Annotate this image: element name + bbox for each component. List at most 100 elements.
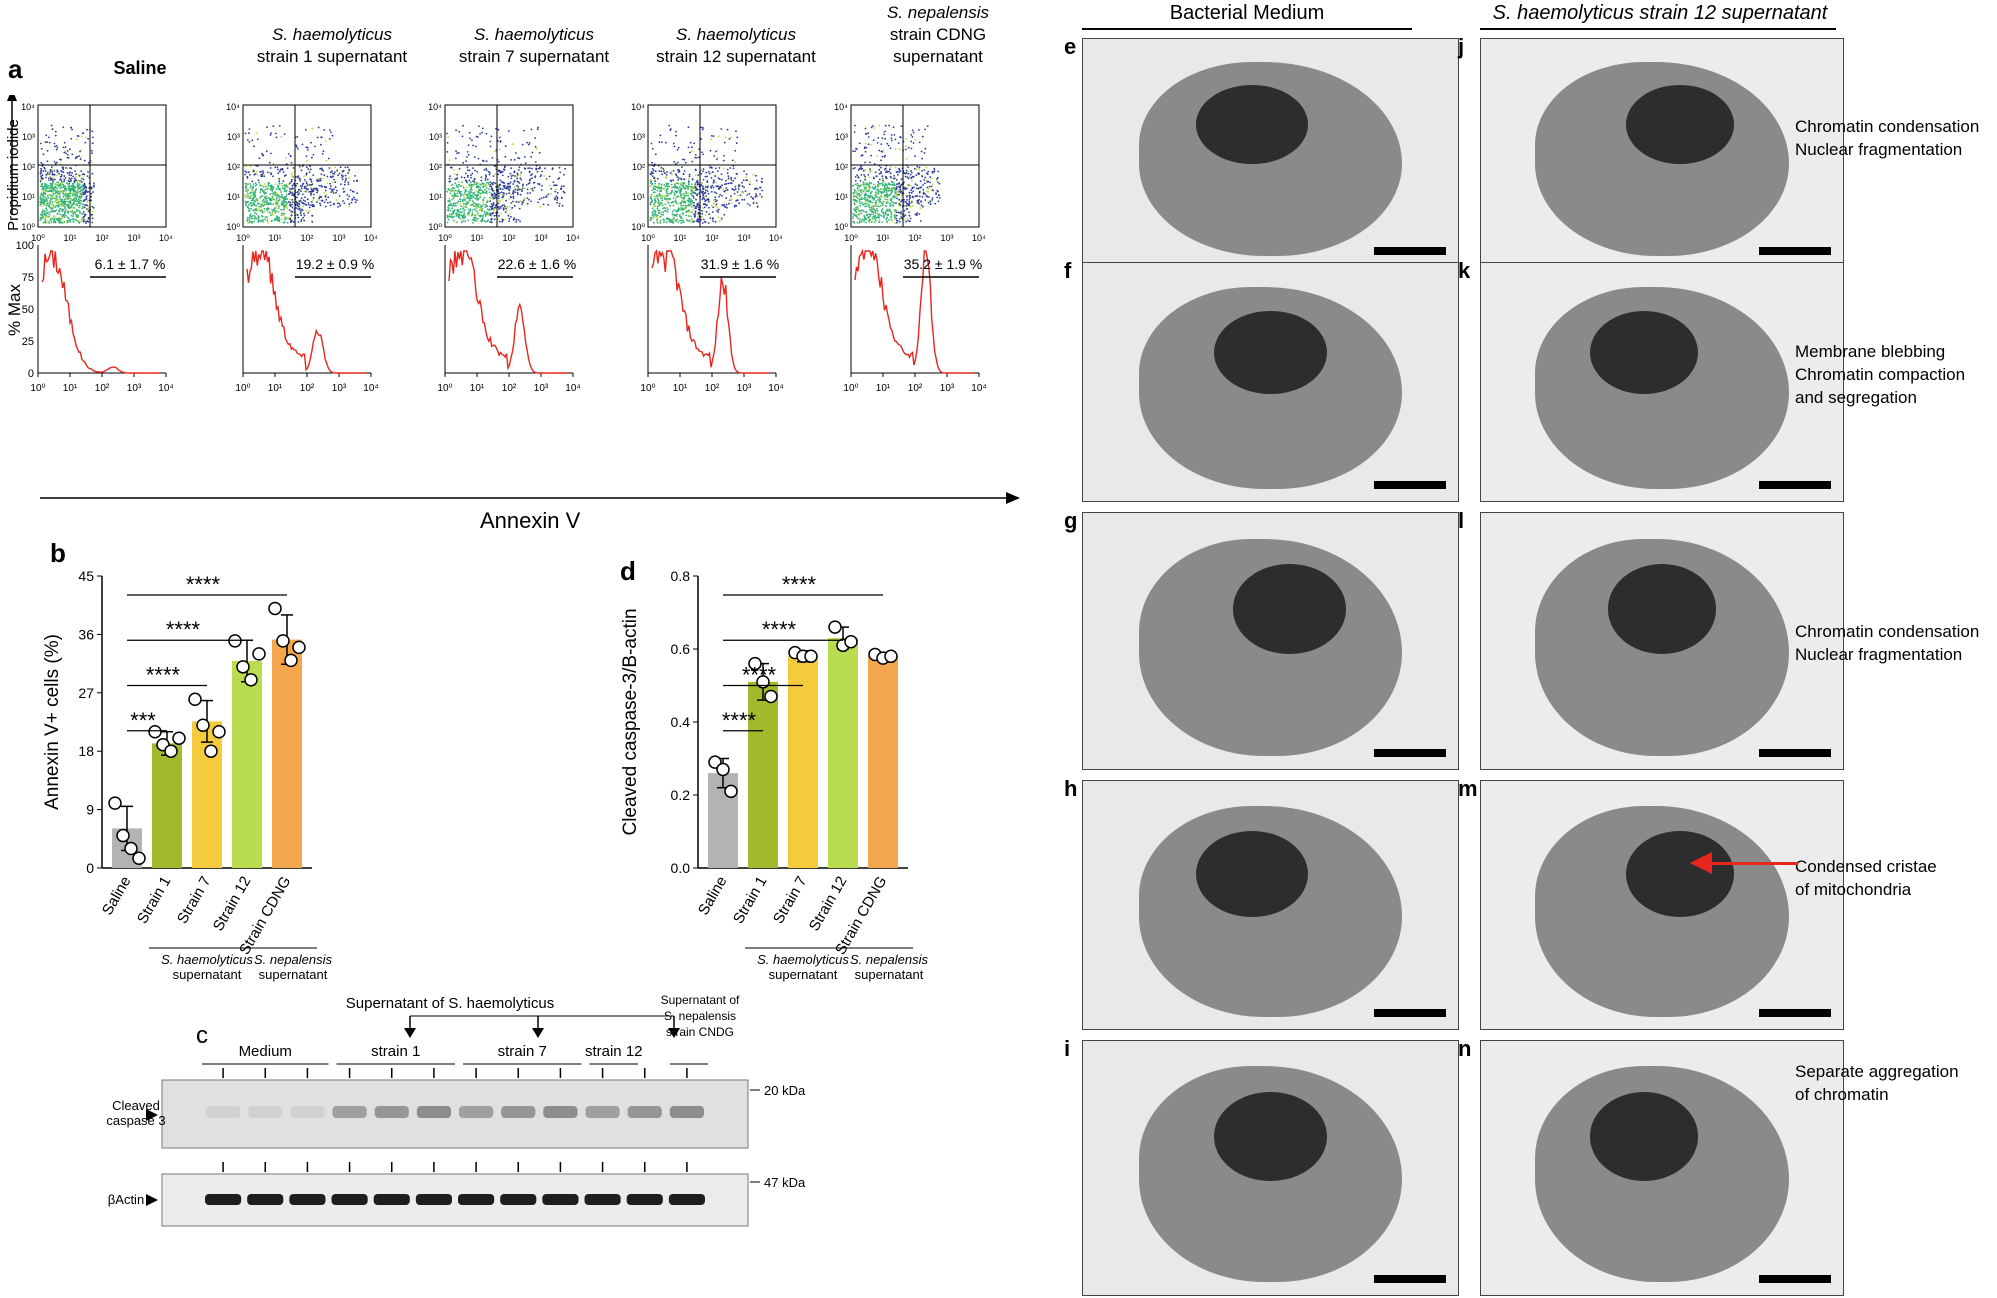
dot-plot-event xyxy=(44,210,46,213)
hist-x-tick-label: 10⁴ xyxy=(565,383,580,394)
dot-plot-event xyxy=(314,145,316,148)
dot-plot-event xyxy=(649,185,652,188)
dot-plot-event xyxy=(278,180,281,183)
dot-plot-event xyxy=(46,200,49,202)
dot-plot-event xyxy=(60,186,63,189)
data-point xyxy=(804,649,818,664)
dot-plot-event xyxy=(296,213,299,216)
dot-plot-event xyxy=(340,183,342,186)
dot-plot-event xyxy=(513,217,516,219)
dot-plot-event xyxy=(453,168,455,171)
dot-plot-event xyxy=(651,207,654,210)
dot-plot-event xyxy=(676,218,679,221)
dot-plot-event xyxy=(670,191,672,194)
dot-plot-event xyxy=(907,177,910,180)
dot-plot-event xyxy=(492,175,495,177)
dot-plot-event xyxy=(285,184,288,187)
dot-plot-event xyxy=(318,180,320,182)
dot-plot-event xyxy=(685,211,688,213)
dot-plot-event xyxy=(536,128,539,131)
dot-plot-event xyxy=(324,205,327,208)
dot-plot-event xyxy=(80,195,83,197)
dot-plot-event xyxy=(47,187,49,189)
dot-plot-event xyxy=(677,210,680,212)
hist-x-tick-label: 10¹ xyxy=(63,383,78,394)
dot-plot-event xyxy=(326,175,329,178)
dot-plot-event xyxy=(475,205,477,208)
dot-plot-event xyxy=(887,144,890,147)
dot-plot-event xyxy=(654,170,657,173)
dot-plot-event xyxy=(682,192,685,195)
dot-plot-event xyxy=(541,170,543,173)
dot-plot-event xyxy=(864,169,866,171)
dot-plot-event xyxy=(93,182,95,184)
hist-x-tick-label: 10¹ xyxy=(876,383,891,394)
dot-plot-event xyxy=(46,220,49,223)
dot-plot-event xyxy=(80,135,83,138)
dot-plot-event xyxy=(453,219,455,222)
dot-plot-event xyxy=(900,214,903,216)
dot-plot-event xyxy=(516,191,519,194)
dot-plot-event xyxy=(335,199,338,202)
dot-plot-event xyxy=(662,211,665,214)
dot-plot-event xyxy=(58,200,60,203)
dot-plot-event xyxy=(884,130,887,133)
dot-plot-event xyxy=(656,218,659,221)
dot-plot-event xyxy=(276,215,278,217)
dot-plot-event xyxy=(920,150,923,153)
dot-plot-event xyxy=(726,128,729,131)
dot-plot-event xyxy=(679,213,681,216)
dot-plot-event xyxy=(292,221,295,223)
dot-plot-event xyxy=(60,198,63,201)
dot-plot-event xyxy=(302,205,305,208)
dot-plot-event xyxy=(664,209,667,212)
dot-plot-event xyxy=(515,218,518,221)
dot-plot-event xyxy=(470,187,473,189)
dot-plot-event xyxy=(888,182,890,185)
dot-plot-event xyxy=(272,163,275,165)
dot-plot-event xyxy=(51,203,53,205)
dot-plot-event xyxy=(319,167,322,170)
dot-plot-event xyxy=(285,206,288,209)
dot-plot-event xyxy=(726,172,729,174)
dot-plot-event xyxy=(303,214,306,217)
dot-plot-event xyxy=(518,157,521,160)
dot-plot-event xyxy=(910,177,913,180)
dot-plot-event xyxy=(83,215,86,218)
dot-plot-event xyxy=(487,170,490,173)
dot-plot-event xyxy=(707,198,710,201)
dot-plot-event xyxy=(685,214,687,217)
em-scale-bar xyxy=(1759,1009,1831,1017)
dot-plot-event xyxy=(510,196,512,199)
dot-plot-event xyxy=(915,187,918,190)
dot-plot-event xyxy=(306,198,309,201)
dot-plot-event xyxy=(488,185,491,187)
dot-plot-event xyxy=(530,174,532,177)
dot-plot-event xyxy=(864,217,866,220)
dot-plot-event xyxy=(533,181,536,184)
dot-plot-event xyxy=(347,181,350,184)
dot-plot-event xyxy=(741,185,744,187)
dot-plot-event xyxy=(504,211,507,213)
dot-plot-event xyxy=(291,174,294,177)
dot-plot-event xyxy=(923,169,926,171)
dot-plot-event xyxy=(291,206,294,209)
dot-plot-event xyxy=(904,175,907,178)
dot-plot-event xyxy=(446,142,449,144)
dot-plot-event xyxy=(90,186,93,189)
dot-plot-event xyxy=(890,201,893,204)
dot-plot-event xyxy=(250,220,253,223)
dot-plot-event xyxy=(684,201,687,204)
dot-plot-event xyxy=(513,186,516,188)
dot-plot-event xyxy=(913,167,916,170)
dot-plot-event xyxy=(656,177,659,180)
blot-header: Supernatant of S. haemolyticus xyxy=(346,995,554,1012)
dot-plot-event xyxy=(924,176,927,179)
dot-plot-event xyxy=(530,200,532,203)
dot-plot-event xyxy=(470,174,472,176)
dot-plot-event xyxy=(933,170,936,173)
dot-plot-event xyxy=(759,186,762,189)
dot-plot-event xyxy=(454,193,456,196)
dot-plot-event xyxy=(306,146,309,149)
dot-plot-event xyxy=(86,201,89,203)
